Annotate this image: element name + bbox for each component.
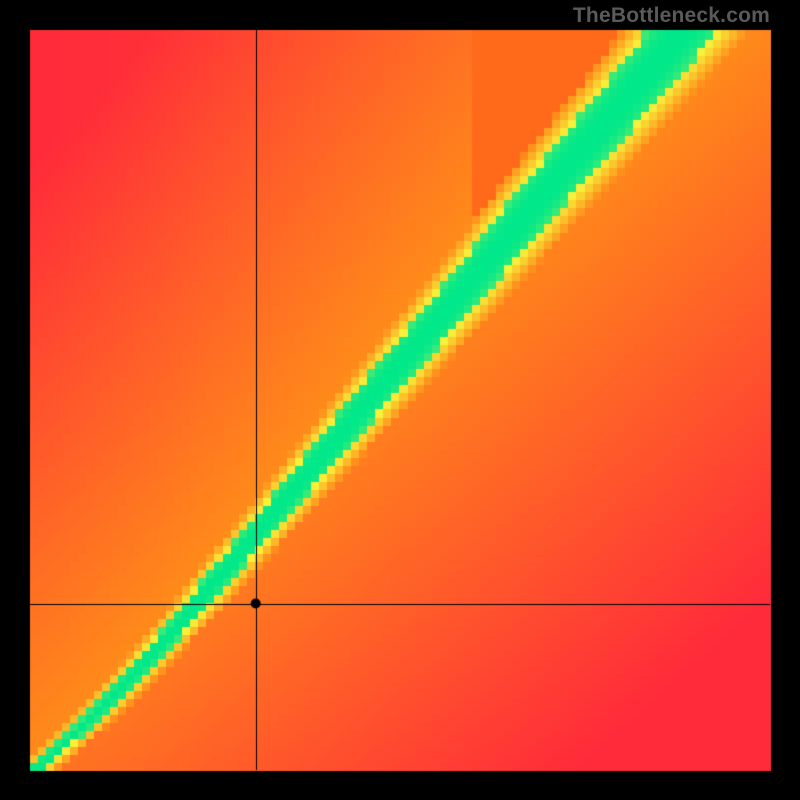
bottleneck-heatmap: [0, 0, 800, 800]
watermark-text: TheBottleneck.com: [573, 4, 770, 28]
